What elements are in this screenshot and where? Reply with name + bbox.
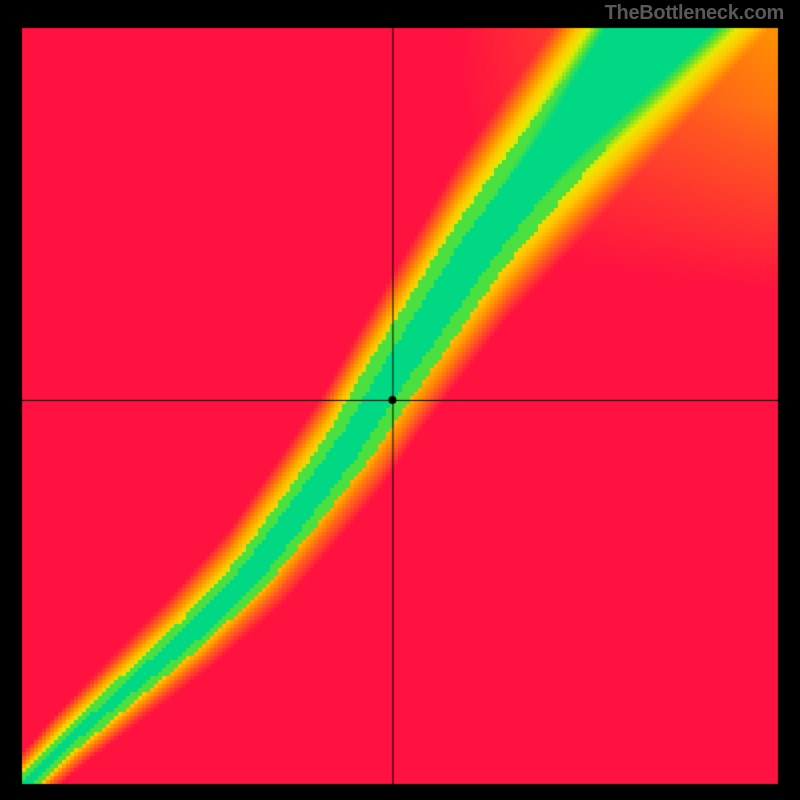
bottleneck-heatmap-canvas xyxy=(0,0,800,800)
watermark-text: TheBottleneck.com xyxy=(605,2,784,25)
chart-container: TheBottleneck.com xyxy=(0,0,800,800)
